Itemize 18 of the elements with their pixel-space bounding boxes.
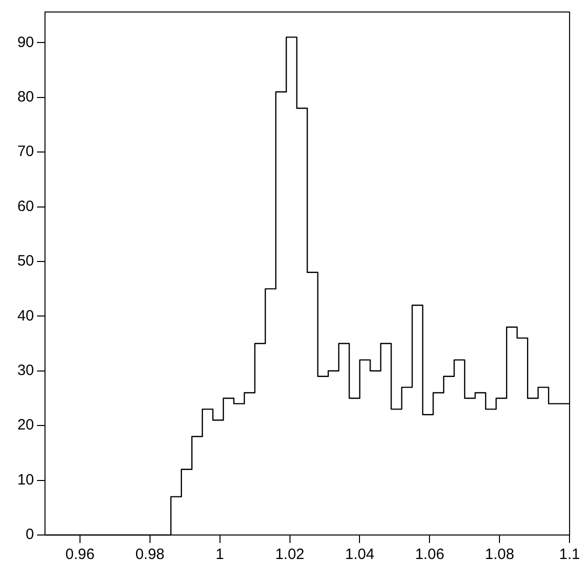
x-tick-label: 1.06 [415, 546, 444, 564]
y-tick-label: 0 [26, 526, 34, 544]
y-tick-label: 30 [17, 362, 34, 380]
x-tick-label: 1.02 [275, 546, 304, 564]
x-tick-label: 1.08 [485, 546, 514, 564]
x-tick-label: 0.98 [135, 546, 165, 564]
x-tick-label: 1 [216, 546, 224, 564]
x-tick-label: 1.1 [559, 546, 580, 564]
y-tick-label: 60 [17, 198, 34, 215]
y-tick-label: 50 [17, 252, 34, 270]
y-tick-label: 70 [17, 143, 34, 160]
y-tick-label: 40 [17, 307, 34, 324]
y-tick-label: 80 [17, 88, 34, 106]
y-tick-label: 90 [17, 34, 34, 51]
y-tick-label: 10 [17, 471, 34, 488]
x-tick-label: 0.96 [65, 546, 95, 564]
y-tick-label: 20 [17, 416, 34, 434]
x-tick-label: 1.04 [345, 546, 374, 564]
